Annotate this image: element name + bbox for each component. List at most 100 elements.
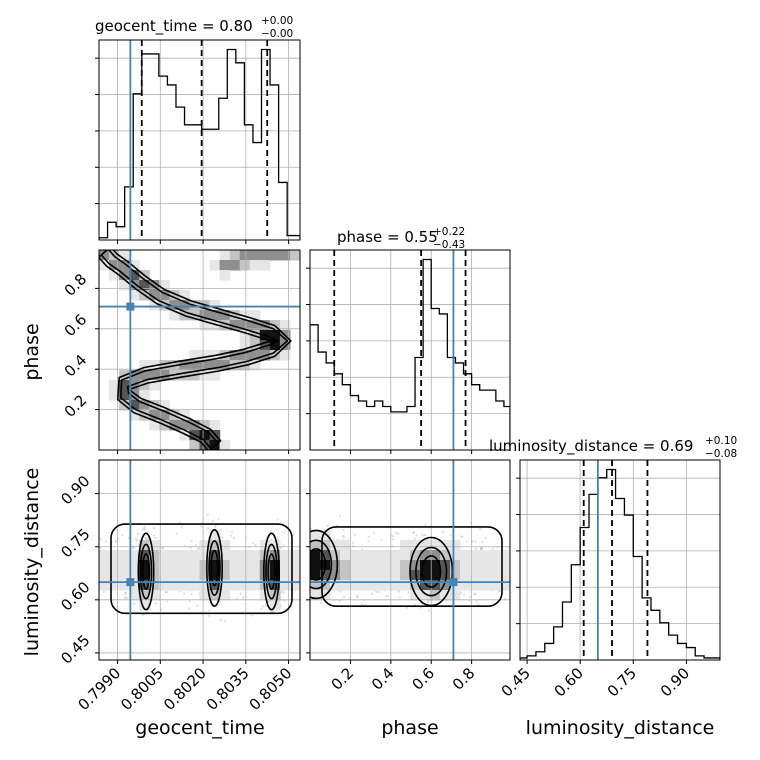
density-bin bbox=[189, 360, 200, 371]
sample-point bbox=[412, 531, 415, 535]
y-axis-label-phase: phase bbox=[21, 323, 43, 380]
density-bin bbox=[219, 540, 231, 551]
density-bin bbox=[410, 560, 421, 571]
density-bin bbox=[129, 580, 140, 591]
density-bin bbox=[149, 570, 160, 581]
sample-point bbox=[303, 593, 305, 595]
sample-point bbox=[391, 538, 395, 541]
density-bin bbox=[340, 550, 351, 561]
density-bin bbox=[129, 590, 140, 601]
density-bin bbox=[480, 560, 491, 571]
density-bin bbox=[239, 320, 251, 331]
density-bin bbox=[450, 560, 461, 571]
density-bin bbox=[219, 320, 231, 331]
sample-point bbox=[251, 614, 254, 617]
density-bin bbox=[99, 580, 110, 591]
density-bin bbox=[109, 560, 120, 571]
density-bin bbox=[310, 530, 321, 541]
sample-point bbox=[260, 607, 263, 610]
x-tick-label: 0.8035 bbox=[203, 664, 253, 714]
sample-point bbox=[271, 610, 274, 613]
title-phase-plus: +0.22 bbox=[433, 226, 465, 238]
sample-point bbox=[161, 547, 164, 550]
truth-marker bbox=[449, 578, 458, 587]
sample-point bbox=[304, 567, 306, 569]
sample-point bbox=[307, 566, 309, 568]
sample-point bbox=[178, 590, 181, 593]
sample-point bbox=[301, 565, 303, 567]
sample-point bbox=[104, 540, 107, 543]
density-bin bbox=[239, 340, 251, 351]
title-luminosity-distance-minus: −0.08 bbox=[705, 448, 737, 460]
density-bin bbox=[470, 580, 481, 591]
density-bin bbox=[400, 560, 411, 571]
sample-point bbox=[473, 592, 476, 595]
contour-line bbox=[110, 523, 293, 615]
density-bin bbox=[139, 280, 150, 291]
sample-point bbox=[161, 546, 165, 550]
density-bin bbox=[420, 590, 431, 601]
density-bin bbox=[350, 570, 361, 581]
sample-point bbox=[296, 597, 298, 599]
contour-line bbox=[206, 528, 224, 607]
density-bin bbox=[189, 570, 200, 581]
density-bin bbox=[430, 560, 441, 571]
joint-geocent-time-vs-luminosity-distance-density bbox=[99, 513, 300, 623]
sample-point bbox=[360, 603, 363, 606]
sample-point bbox=[305, 558, 307, 560]
sample-point bbox=[146, 530, 149, 533]
sample-point bbox=[188, 600, 191, 603]
contour-line bbox=[265, 543, 278, 600]
sample-point bbox=[305, 555, 307, 557]
panel-frame bbox=[98, 249, 301, 451]
density-bin bbox=[139, 370, 150, 381]
density-bin bbox=[320, 530, 331, 541]
title-geocent-time-plus: +0.00 bbox=[261, 15, 293, 27]
x-axis-label-luminosity-distance: luminosity_distance bbox=[526, 717, 715, 739]
density-bin bbox=[139, 600, 150, 611]
sample-point bbox=[412, 531, 416, 534]
sample-point bbox=[319, 601, 323, 605]
sample-point bbox=[367, 540, 370, 543]
density-bin bbox=[310, 590, 321, 601]
density-bin bbox=[199, 440, 211, 450]
sample-point bbox=[304, 575, 306, 577]
density-bin bbox=[249, 580, 261, 591]
x-tick-label: 0.8050 bbox=[246, 664, 296, 714]
sample-point bbox=[301, 558, 303, 560]
joint-phase-vs-luminosity-distance-grid bbox=[310, 460, 510, 660]
y-tick-label: 0.4 bbox=[61, 351, 91, 381]
density-bin bbox=[269, 590, 281, 601]
density-bin bbox=[199, 540, 211, 551]
density-bin bbox=[239, 350, 251, 361]
density-bin bbox=[179, 560, 190, 571]
panel-frame bbox=[309, 459, 511, 661]
sample-point bbox=[206, 513, 209, 516]
sample-point bbox=[304, 568, 306, 570]
density-bin bbox=[410, 570, 421, 581]
density-bin bbox=[249, 350, 261, 361]
density-bin bbox=[99, 570, 110, 581]
sample-point bbox=[183, 592, 186, 595]
sample-point bbox=[460, 591, 463, 594]
density-bin bbox=[239, 560, 251, 571]
density-bin bbox=[219, 250, 231, 261]
density-bin bbox=[390, 580, 401, 591]
sample-point bbox=[377, 591, 380, 594]
sample-point bbox=[172, 407, 175, 410]
sample-point bbox=[282, 544, 285, 547]
density-bin bbox=[149, 290, 160, 301]
density-bin bbox=[269, 250, 281, 261]
sample-point bbox=[302, 535, 304, 537]
density-bin bbox=[139, 400, 150, 411]
density-bin bbox=[279, 350, 291, 361]
sample-point bbox=[303, 579, 305, 581]
density-bin bbox=[239, 310, 251, 321]
sample-point bbox=[125, 596, 128, 600]
density-bin bbox=[390, 550, 401, 561]
density-bin bbox=[249, 560, 261, 571]
density-bin bbox=[219, 560, 231, 571]
sample-point bbox=[251, 542, 254, 545]
sample-point bbox=[164, 591, 167, 594]
sample-point bbox=[468, 599, 471, 603]
